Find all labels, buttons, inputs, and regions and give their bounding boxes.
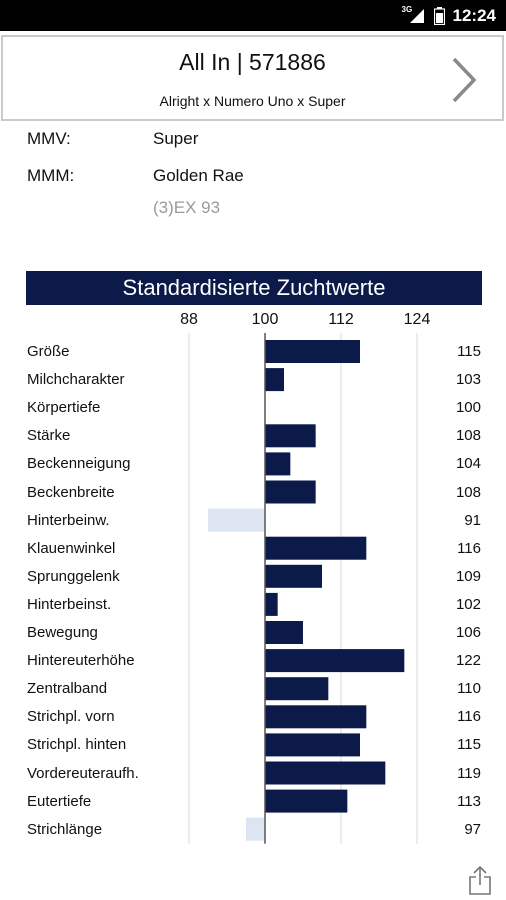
- trait-value: 110: [457, 680, 481, 698]
- bar-eutertiefe: [265, 789, 348, 813]
- x-tick-label: 124: [403, 311, 431, 328]
- trait-label: Bewegung: [27, 624, 98, 641]
- bar-strichpl-hinten: [265, 733, 360, 757]
- trait-value: 108: [455, 427, 481, 445]
- share-icon: [469, 865, 491, 895]
- trait-value: 116: [457, 708, 481, 726]
- mmm-value: Golden Rae: [153, 166, 244, 185]
- trait-label: Stärke: [27, 427, 71, 445]
- trait-value: 108: [455, 483, 481, 501]
- animal-title: All In | 571886: [179, 49, 326, 75]
- trait-label: Körpertiefe: [27, 399, 101, 417]
- trait-label: Sprunggelenk: [27, 567, 120, 585]
- trait-value: 115: [457, 343, 481, 360]
- trait-label: Beckenneigung: [27, 455, 131, 473]
- bar-hinterbeinw-: [208, 508, 265, 532]
- share-button[interactable]: [467, 864, 493, 896]
- trait-label: Zentralband: [27, 680, 108, 698]
- chevron-right-icon: [452, 57, 477, 103]
- bar-hinterbeinst-: [265, 592, 278, 616]
- trait-value: 119: [457, 764, 481, 782]
- trait-value: 113: [457, 792, 481, 810]
- trait-value: 102: [455, 595, 481, 613]
- next-animal-button[interactable]: [446, 55, 482, 105]
- trait-value: 106: [455, 624, 481, 641]
- x-tick-label: 88: [180, 311, 198, 328]
- network-type: 3G: [401, 4, 413, 14]
- bar-beckenneigung: [265, 452, 291, 476]
- trait-label: Größe: [27, 343, 70, 360]
- animal-header-card: All In | 571886 Alright x Numero Uno x S…: [1, 35, 504, 121]
- bar-sprunggelenk: [265, 564, 322, 588]
- status-bar: 3G 12:24: [0, 0, 506, 31]
- trait-value: 104: [455, 455, 481, 473]
- bar-größe: [265, 340, 360, 363]
- bar-hintereuterhöhe: [265, 649, 405, 673]
- mmm-classification: (3)EX 93: [153, 198, 221, 217]
- bar-vordereuteraufh-: [265, 761, 386, 785]
- trait-value: 115: [457, 736, 481, 754]
- trait-value: 103: [455, 371, 481, 389]
- x-tick-label: 100: [251, 311, 279, 328]
- trait-value: 122: [455, 652, 481, 670]
- status-icons: 3G 12:24: [402, 0, 496, 31]
- bar-strichlänge: [246, 817, 265, 841]
- bar-milchcharakter: [265, 368, 284, 392]
- bar-klauenwinkel: [265, 536, 367, 560]
- trait-value: 91: [464, 511, 481, 529]
- trait-label: Beckenbreite: [27, 483, 115, 501]
- trait-label: Vordereuteraufh.: [27, 764, 139, 782]
- mmm-label: MMM:: [27, 166, 75, 185]
- chart-title: Standardisierte Zuchtwerte: [26, 271, 482, 305]
- trait-label: Strichpl. vorn: [27, 708, 115, 726]
- trait-label: Hinterbeinw.: [27, 511, 110, 529]
- pedigree-subtitle: Alright x Numero Uno x Super: [159, 93, 346, 109]
- trait-label: Milchcharakter: [27, 371, 125, 389]
- x-tick-label: 112: [328, 311, 354, 328]
- bar-bewegung: [265, 621, 303, 644]
- signal-icon: 3G: [402, 5, 426, 25]
- mmv-label: MMV:: [27, 129, 71, 148]
- bar-stärke: [265, 424, 316, 448]
- trait-value: 100: [455, 399, 481, 417]
- trait-value: 97: [464, 820, 481, 838]
- trait-label: Strichpl. hinten: [27, 736, 127, 754]
- status-time: 12:24: [452, 5, 496, 25]
- trait-label: Strichlänge: [27, 820, 103, 838]
- trait-value: 109: [455, 567, 481, 585]
- trait-label: Hinterbeinst.: [27, 595, 112, 613]
- trait-value: 116: [457, 539, 481, 557]
- bar-beckenbreite: [265, 480, 316, 504]
- bar-zentralband: [265, 677, 329, 701]
- trait-label: Eutertiefe: [27, 792, 92, 810]
- trait-label: Klauenwinkel: [27, 539, 116, 557]
- trait-label: Hintereuterhöhe: [27, 652, 135, 670]
- battery-icon: [433, 6, 445, 25]
- bar-strichpl-vorn: [265, 705, 367, 729]
- mmv-value: Super: [153, 129, 199, 148]
